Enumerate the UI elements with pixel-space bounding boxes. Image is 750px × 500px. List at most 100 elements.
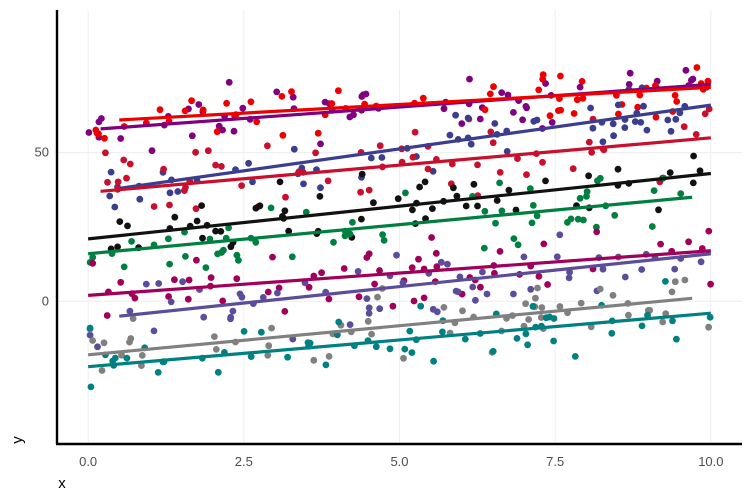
scatter-point [374,293,381,301]
scatter-point [677,190,685,198]
scatter-point [570,110,578,117]
scatter-point [564,219,571,226]
scatter-point [199,234,206,242]
scatter-point [429,205,436,213]
scatter-point [476,115,484,123]
trend-line [100,136,712,193]
scatter-point [479,268,486,276]
scatter-point [264,352,272,359]
scatter-point [87,383,95,391]
scatter-point [513,335,521,342]
scatter-point [86,331,94,339]
scatter-point [648,223,656,230]
scatter-point [188,132,196,140]
scatter-point [317,184,324,192]
scatter-point [522,300,529,308]
scatter-point [487,128,495,136]
scatter-point [539,71,547,78]
scatter-point [525,316,532,323]
scatter-point [102,149,109,157]
scatter-point [493,197,501,204]
scatter-point [450,184,457,192]
scatter-point [357,188,364,196]
scatter-point [269,253,276,261]
scatter-point [610,132,617,140]
scatter-point [212,346,220,353]
scatter-point [288,88,295,95]
scatter-point [682,66,690,74]
scatter-point [705,105,713,113]
scatter-point [504,91,512,99]
scatter-point [267,204,275,212]
scatter-point [185,276,193,284]
scatter-point [609,291,617,299]
x-tick-label: 10.0 [698,454,723,469]
scatter-point [429,305,437,313]
x-tick-label: 0.0 [79,454,97,469]
scatter-point [480,244,488,252]
scatter-point [400,354,407,362]
scatter-point [490,83,497,91]
scatter-point [324,177,332,185]
scatter-point [393,251,400,259]
scatter-point [588,149,596,156]
scatter-point [693,64,701,71]
scatter-point [129,315,137,322]
scatter-point [264,288,272,296]
scatter-point [312,149,319,157]
scatter-point [114,243,121,251]
scatter-point [544,281,551,288]
y-tick-label: 0 [42,293,49,308]
scatter-point [354,268,362,275]
scatter-point [419,94,427,102]
scatter-point [496,248,504,255]
scatter-point [89,259,97,267]
scatter-point [428,234,435,241]
scatter-point [576,194,584,202]
scatter-point [111,354,119,362]
scatter-point [217,228,225,235]
scatter-point [505,186,513,194]
scatter-point [481,106,489,114]
scatter-point [556,303,564,310]
scatter-point [680,123,688,131]
scatter-point [94,343,101,351]
scatter-point [534,284,541,292]
scatter-point [371,280,378,288]
scatter-point [274,289,281,297]
scatter-point [411,128,419,136]
scatter-point [106,192,114,200]
scatter-point [330,238,337,246]
scatter-point [596,285,604,293]
scatter-point [503,148,511,155]
scatter-point [666,169,674,177]
scatter-point [692,131,700,138]
scatter-point [417,302,425,310]
scatter-point [514,155,521,163]
scatter-point [432,249,440,257]
scatter-point [615,110,622,118]
scatter-point [489,347,497,355]
scatter-point [166,189,174,197]
scatter-point [215,122,223,130]
scatter-point [510,290,517,298]
scatter-point [207,274,215,281]
scatter-point [520,253,528,261]
scatter-point [116,218,124,226]
scatter-point [340,265,348,272]
scatter-point [466,75,473,83]
scatter-point [325,295,333,303]
scatter-point [358,215,365,223]
scatter-point [637,119,645,126]
scatter-point [300,180,307,188]
scatter-point [85,129,93,136]
scatter-point [542,314,550,322]
scatter-point [594,177,601,185]
scatter-point [510,235,518,243]
scatter-point [662,310,670,317]
tick-labels: 0.0 2.5 5.0 7.5 10.0 0 50 [35,145,724,469]
scatter-point [557,72,564,80]
scatter-point [671,92,679,99]
scatter-point [252,238,260,246]
scatter-point [380,237,388,244]
